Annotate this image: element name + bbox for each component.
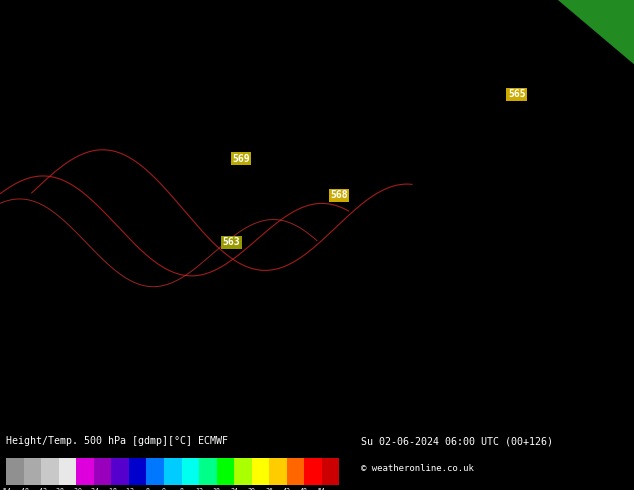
Bar: [217, 458, 234, 485]
Bar: [321, 458, 339, 485]
Text: 48: 48: [300, 488, 308, 490]
Text: Su 02-06-2024 06:00 UTC (00+126): Su 02-06-2024 06:00 UTC (00+126): [361, 436, 553, 446]
Bar: [164, 458, 181, 485]
Text: 563: 563: [223, 237, 240, 247]
Bar: [41, 458, 59, 485]
Text: -38: -38: [53, 488, 65, 490]
Text: -48: -48: [18, 488, 30, 490]
Bar: [199, 458, 217, 485]
Polygon shape: [558, 0, 634, 64]
Bar: [77, 458, 94, 485]
Bar: [252, 458, 269, 485]
Text: 565: 565: [508, 89, 526, 99]
Bar: [269, 458, 287, 485]
Bar: [181, 458, 199, 485]
Bar: [129, 458, 146, 485]
Bar: [112, 458, 129, 485]
Text: 569: 569: [232, 154, 250, 164]
Text: 24: 24: [230, 488, 238, 490]
Text: 568: 568: [330, 190, 348, 200]
Text: -12: -12: [123, 488, 135, 490]
Text: 54: 54: [318, 488, 326, 490]
Text: 18: 18: [212, 488, 221, 490]
Text: © weatheronline.co.uk: © weatheronline.co.uk: [361, 465, 474, 473]
Bar: [304, 458, 321, 485]
Bar: [59, 458, 77, 485]
Bar: [94, 458, 112, 485]
Bar: [24, 458, 41, 485]
Bar: [146, 458, 164, 485]
Text: 8: 8: [179, 488, 183, 490]
Text: Height/Temp. 500 hPa [gdmp][°C] ECMWF: Height/Temp. 500 hPa [gdmp][°C] ECMWF: [6, 436, 228, 446]
Bar: [287, 458, 304, 485]
Bar: [234, 458, 252, 485]
Bar: [6, 458, 24, 485]
Text: 36: 36: [265, 488, 273, 490]
Text: 12: 12: [195, 488, 203, 490]
Text: -30: -30: [70, 488, 82, 490]
Text: 30: 30: [248, 488, 256, 490]
Text: 0: 0: [162, 488, 166, 490]
Text: -18: -18: [105, 488, 117, 490]
Text: -42: -42: [36, 488, 48, 490]
Text: -24: -24: [88, 488, 100, 490]
Text: -54: -54: [1, 488, 12, 490]
Text: 42: 42: [283, 488, 290, 490]
Text: -8: -8: [143, 488, 150, 490]
